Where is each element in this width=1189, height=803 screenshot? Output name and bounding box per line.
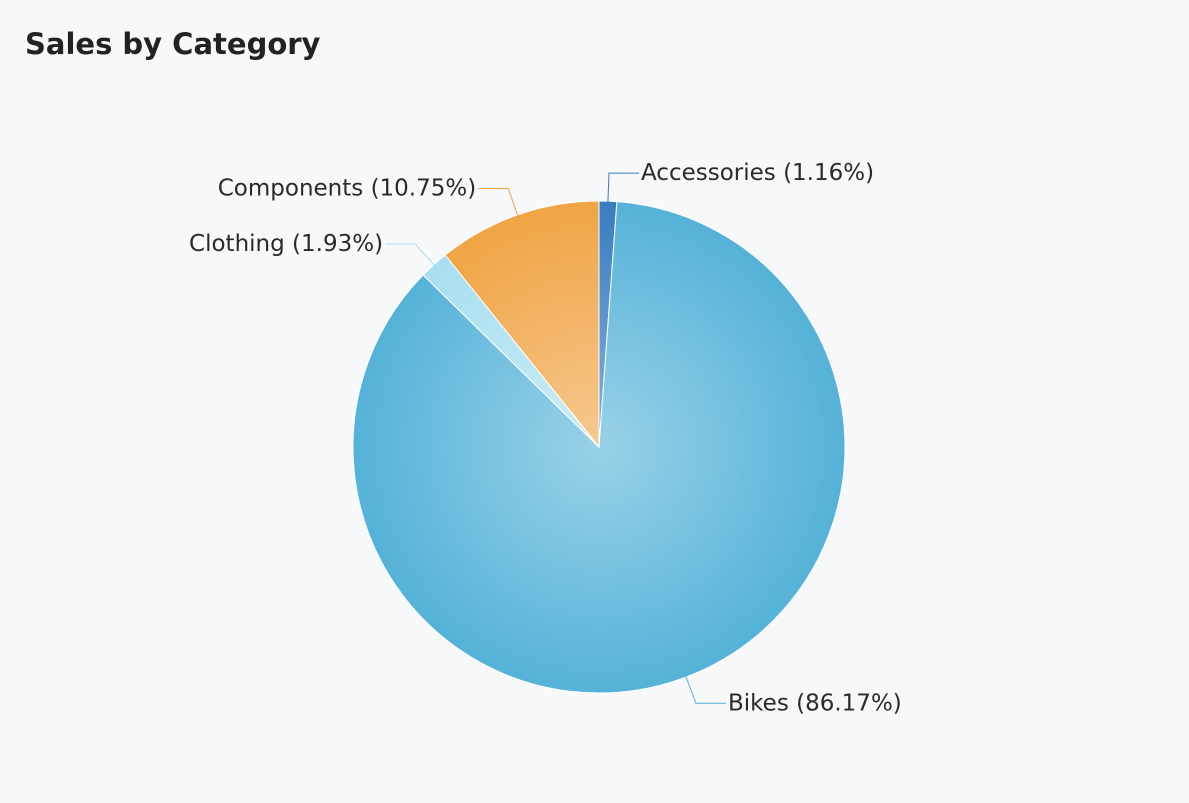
category-label: Clothing <box>189 230 285 256</box>
category-label: Bikes <box>728 690 789 716</box>
data-label: Accessories (1.16%) <box>641 160 874 186</box>
data-label: Components (10.75%) <box>218 175 476 201</box>
chart-title: Sales by Category <box>25 27 321 61</box>
value-label: (86.17%) <box>796 690 902 716</box>
leader-line <box>385 243 437 268</box>
category-label: Components <box>218 175 364 201</box>
category-label: Accessories <box>641 160 776 186</box>
data-label: Clothing (1.93%) <box>189 230 383 256</box>
leader-line <box>684 673 727 704</box>
value-label: (10.75%) <box>371 175 477 201</box>
leader-line <box>607 172 639 206</box>
data-label: Bikes (86.17%) <box>728 690 902 716</box>
value-label: (1.16%) <box>783 160 874 186</box>
value-label: (1.93%) <box>292 230 383 256</box>
leader-line <box>478 187 520 219</box>
